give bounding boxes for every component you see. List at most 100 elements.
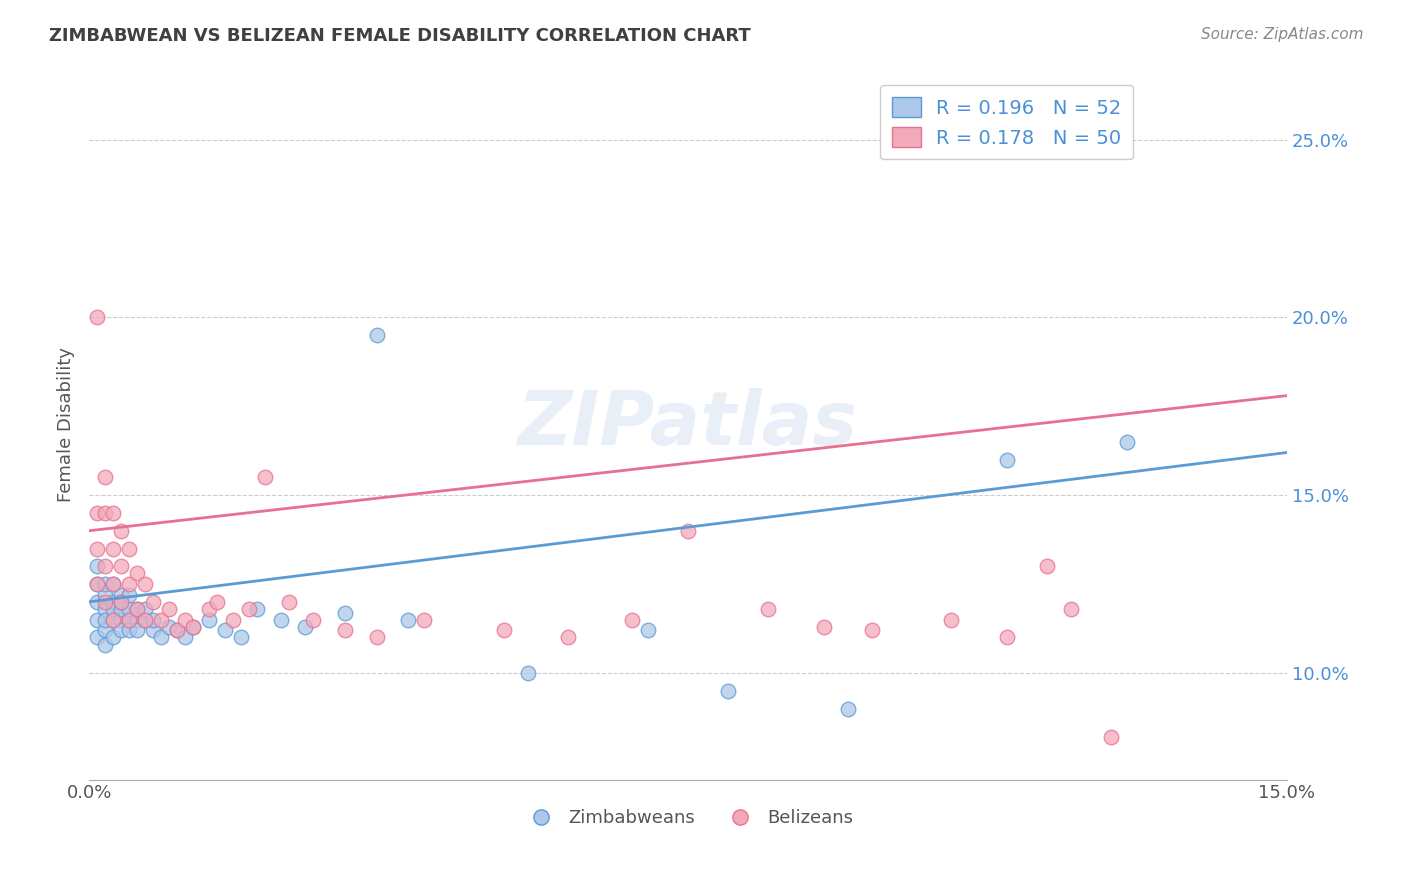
Point bbox=[101, 541, 124, 556]
Point bbox=[94, 624, 117, 638]
Point bbox=[181, 620, 204, 634]
Point bbox=[101, 613, 124, 627]
Point bbox=[166, 624, 188, 638]
Point bbox=[1116, 434, 1139, 449]
Point bbox=[94, 559, 117, 574]
Point bbox=[149, 613, 172, 627]
Point bbox=[125, 566, 148, 581]
Point bbox=[142, 595, 165, 609]
Point bbox=[166, 624, 188, 638]
Point bbox=[142, 624, 165, 638]
Point bbox=[333, 606, 356, 620]
Point bbox=[125, 602, 148, 616]
Point bbox=[86, 577, 108, 591]
Point bbox=[101, 506, 124, 520]
Point bbox=[86, 577, 108, 591]
Point bbox=[134, 613, 156, 627]
Point bbox=[149, 631, 172, 645]
Point bbox=[94, 613, 117, 627]
Point bbox=[86, 506, 108, 520]
Point bbox=[86, 559, 108, 574]
Point bbox=[366, 631, 388, 645]
Point bbox=[1099, 730, 1122, 744]
Point bbox=[253, 470, 276, 484]
Point bbox=[637, 624, 659, 638]
Point bbox=[110, 624, 132, 638]
Point bbox=[110, 613, 132, 627]
Point bbox=[717, 683, 740, 698]
Point bbox=[110, 602, 132, 616]
Point bbox=[94, 595, 117, 609]
Point bbox=[517, 665, 540, 680]
Point bbox=[101, 602, 124, 616]
Point bbox=[813, 620, 835, 634]
Point bbox=[995, 452, 1018, 467]
Point bbox=[238, 602, 260, 616]
Point bbox=[157, 602, 180, 616]
Point bbox=[118, 613, 141, 627]
Point bbox=[229, 631, 252, 645]
Point bbox=[301, 613, 323, 627]
Point bbox=[110, 559, 132, 574]
Point bbox=[413, 613, 436, 627]
Point bbox=[110, 588, 132, 602]
Point bbox=[294, 620, 316, 634]
Point bbox=[118, 613, 141, 627]
Point bbox=[837, 701, 859, 715]
Point bbox=[86, 631, 108, 645]
Point bbox=[157, 620, 180, 634]
Point bbox=[101, 577, 124, 591]
Point bbox=[86, 595, 108, 609]
Point bbox=[118, 602, 141, 616]
Point bbox=[174, 631, 197, 645]
Point bbox=[94, 588, 117, 602]
Point bbox=[134, 577, 156, 591]
Point bbox=[860, 624, 883, 638]
Point bbox=[125, 613, 148, 627]
Point bbox=[174, 613, 197, 627]
Point bbox=[205, 595, 228, 609]
Point bbox=[246, 602, 269, 616]
Point bbox=[101, 613, 124, 627]
Point bbox=[277, 595, 299, 609]
Point bbox=[125, 624, 148, 638]
Point bbox=[198, 613, 221, 627]
Point bbox=[333, 624, 356, 638]
Point bbox=[125, 602, 148, 616]
Point bbox=[621, 613, 644, 627]
Point bbox=[142, 613, 165, 627]
Legend: Zimbabweans, Belizeans: Zimbabweans, Belizeans bbox=[516, 802, 860, 835]
Point bbox=[118, 588, 141, 602]
Point bbox=[110, 595, 132, 609]
Point bbox=[94, 470, 117, 484]
Point bbox=[94, 602, 117, 616]
Point bbox=[86, 541, 108, 556]
Point bbox=[181, 620, 204, 634]
Point bbox=[118, 624, 141, 638]
Point bbox=[398, 613, 420, 627]
Point bbox=[557, 631, 579, 645]
Point bbox=[222, 613, 245, 627]
Text: ZIMBABWEAN VS BELIZEAN FEMALE DISABILITY CORRELATION CHART: ZIMBABWEAN VS BELIZEAN FEMALE DISABILITY… bbox=[49, 27, 751, 45]
Point bbox=[94, 638, 117, 652]
Point bbox=[101, 577, 124, 591]
Point bbox=[110, 595, 132, 609]
Point bbox=[86, 310, 108, 325]
Point bbox=[366, 328, 388, 343]
Point bbox=[1060, 602, 1083, 616]
Y-axis label: Female Disability: Female Disability bbox=[58, 347, 75, 501]
Point bbox=[134, 613, 156, 627]
Point bbox=[134, 602, 156, 616]
Point bbox=[1036, 559, 1059, 574]
Point bbox=[101, 595, 124, 609]
Point bbox=[94, 577, 117, 591]
Point bbox=[198, 602, 221, 616]
Point bbox=[270, 613, 292, 627]
Text: ZIPatlas: ZIPatlas bbox=[517, 387, 858, 460]
Point bbox=[94, 506, 117, 520]
Point bbox=[86, 613, 108, 627]
Point bbox=[941, 613, 963, 627]
Point bbox=[756, 602, 779, 616]
Point bbox=[676, 524, 699, 538]
Point bbox=[101, 631, 124, 645]
